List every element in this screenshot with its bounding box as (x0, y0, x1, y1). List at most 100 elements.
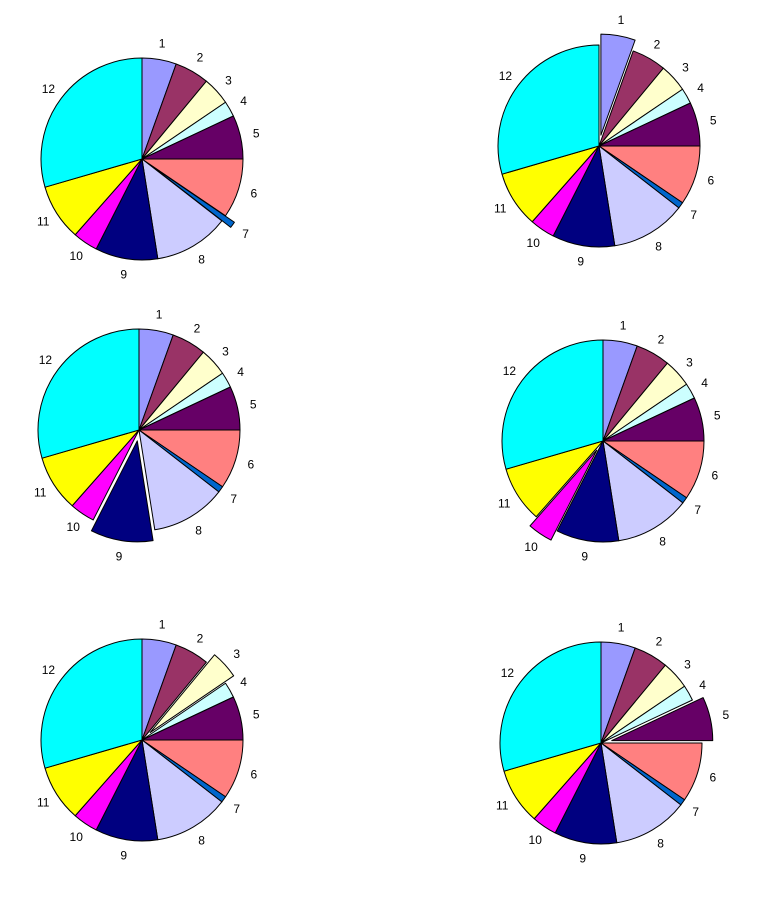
slice-label: 9 (581, 550, 588, 564)
pie-slice-12 (499, 641, 602, 772)
slice-label: 1 (618, 13, 625, 27)
pie-slice-12 (40, 638, 143, 769)
pie-slice-8 (141, 739, 223, 841)
slice-label: 10 (70, 249, 84, 263)
slice-label: 3 (684, 657, 691, 671)
slice-label: 4 (237, 365, 244, 379)
slice-label: 5 (714, 409, 721, 423)
slice-label: 7 (230, 492, 237, 506)
pie-slice-2 (141, 644, 207, 741)
slice-label: 12 (501, 666, 515, 680)
slice-label: 10 (67, 520, 81, 534)
slice-label: 2 (654, 37, 661, 51)
slice-label: 6 (709, 770, 716, 784)
slice-label: 5 (723, 708, 730, 722)
slice-label: 6 (250, 767, 257, 781)
slice-label: 8 (195, 524, 202, 538)
slice-label: 3 (682, 60, 689, 74)
slice-label: 6 (711, 468, 718, 482)
slice-label: 12 (503, 364, 517, 378)
slice-label: 11 (496, 799, 509, 813)
slice-label: 8 (655, 240, 662, 254)
slice-label: 5 (710, 114, 717, 128)
slice-label: 5 (253, 708, 260, 722)
slice-label: 12 (39, 353, 53, 367)
pie-slice-12 (37, 328, 140, 459)
slice-label: 2 (194, 321, 201, 335)
slice-label: 9 (120, 268, 127, 282)
slice-label: 5 (250, 398, 257, 412)
pie-slice-3-exploded (149, 654, 235, 734)
pie-slice-1-exploded (600, 33, 636, 136)
slice-label: 7 (242, 227, 249, 241)
slice-label: 10 (70, 830, 84, 844)
slice-label: 6 (250, 186, 257, 200)
slice-label: 9 (579, 852, 586, 866)
slice-label: 7 (694, 503, 701, 517)
pie-slice-7-exploded (150, 164, 235, 228)
slice-label: 4 (697, 81, 704, 95)
slice-label: 1 (159, 37, 166, 51)
slice-label: 1 (620, 319, 627, 333)
pie-slice-9-exploded (90, 440, 154, 543)
slice-label: 4 (240, 675, 247, 689)
pie-slice-12 (497, 44, 600, 175)
slice-label: 11 (494, 202, 507, 216)
slice-label: 11 (498, 497, 511, 511)
slice-label: 11 (37, 215, 50, 229)
slice-label: 1 (159, 618, 166, 632)
slice-label: 3 (225, 73, 232, 87)
slice-label: 6 (707, 173, 714, 187)
slice-label: 7 (692, 805, 699, 819)
pie-slice-12 (501, 339, 604, 470)
pie-slice-8 (598, 145, 680, 247)
pie-slice-4 (600, 685, 693, 744)
pie-slice-8 (600, 742, 682, 844)
slice-label: 7 (233, 802, 240, 816)
slice-label: 10 (527, 236, 541, 250)
pie-slice-5-exploded (611, 697, 714, 742)
slice-label: 4 (699, 678, 706, 692)
slice-label: 5 (253, 127, 260, 141)
slice-label: 12 (42, 82, 56, 96)
slice-label: 8 (198, 834, 205, 848)
slice-label: 8 (659, 535, 666, 549)
slice-label: 10 (524, 540, 538, 554)
slice-label: 2 (197, 631, 204, 645)
pie-slice-10-exploded (529, 449, 598, 541)
slice-label: 11 (34, 486, 47, 500)
slice-label: 3 (222, 344, 229, 358)
pie-slice-8 (138, 429, 220, 531)
slice-label: 8 (198, 253, 205, 267)
slice-label: 2 (658, 332, 665, 346)
slice-label: 9 (116, 549, 123, 563)
pie-slice-12 (40, 57, 143, 188)
slice-label: 12 (42, 663, 56, 677)
slice-label: 6 (247, 457, 254, 471)
slice-label: 1 (156, 308, 163, 322)
slice-label: 9 (120, 849, 127, 863)
slice-label: 10 (529, 833, 543, 847)
slice-label: 11 (37, 796, 50, 810)
pie-slice-8 (602, 440, 684, 542)
slice-label: 8 (657, 837, 664, 851)
slice-label: 4 (240, 94, 247, 108)
pie-slice-9 (556, 440, 620, 543)
slice-label: 2 (197, 50, 204, 64)
slice-label: 2 (656, 634, 663, 648)
slice-label: 3 (233, 647, 240, 661)
pie-slice-8 (141, 158, 223, 260)
slice-label: 3 (686, 355, 693, 369)
slice-label: 9 (577, 255, 584, 269)
slice-label: 1 (618, 621, 625, 635)
slice-label: 12 (499, 69, 513, 83)
slice-label: 4 (701, 376, 708, 390)
slice-label: 7 (690, 208, 697, 222)
